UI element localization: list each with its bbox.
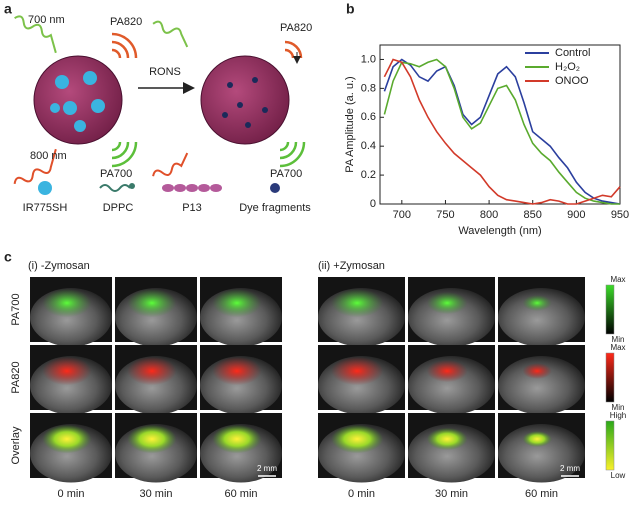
panel-a-art [13, 15, 306, 195]
colorbar-label: High [610, 411, 626, 420]
image-signal [426, 291, 468, 315]
colorbar-label: Low [611, 471, 626, 480]
image-signal [331, 424, 384, 454]
x-tick-label: 800 [480, 209, 498, 221]
image-signal [42, 424, 92, 454]
colorbar [605, 420, 615, 471]
scale-bar-label: 2 mm [257, 464, 277, 473]
row-label: PA820 [10, 361, 22, 393]
image-signal [42, 356, 92, 386]
image-signal [426, 427, 468, 451]
image-signal [212, 356, 262, 386]
time-label: 30 min [435, 488, 468, 500]
x-tick-label: 950 [611, 209, 629, 221]
image-signal [522, 294, 552, 312]
panel-label: a [4, 1, 12, 17]
legend-label: ONOO [555, 75, 589, 87]
y-tick-label: 0.6 [361, 111, 376, 123]
series-line [383, 58, 621, 205]
colorbar [605, 352, 615, 403]
image-signal [127, 288, 177, 318]
time-label: 60 min [224, 488, 257, 500]
image-signal [127, 356, 177, 386]
legend-label: Dye fragments [239, 202, 311, 214]
group-label: (i) -Zymosan [28, 260, 90, 272]
scale-bar-label: 2 mm [560, 464, 580, 473]
y-tick-label: 0.4 [361, 140, 376, 152]
image-tissue [498, 288, 585, 347]
x-tick-label: 900 [567, 209, 585, 221]
group-label: (ii) +Zymosan [318, 260, 385, 272]
x-tick-label: 850 [524, 209, 542, 221]
signal-label: PA820 [110, 16, 142, 28]
row-label: Overlay [10, 426, 22, 464]
signal-label: PA820 [280, 22, 312, 34]
colorbar-label: Min [612, 403, 625, 412]
image-signal [426, 359, 468, 383]
image-tissue [498, 356, 585, 415]
y-tick-label: 0.8 [361, 82, 376, 94]
image-signal [212, 288, 262, 318]
x-axis-label: Wavelength (nm) [458, 225, 541, 237]
panel-label: c [4, 249, 12, 265]
legend-label: DPPC [103, 202, 134, 214]
y-axis-label: PA Amplitude (a. u.) [344, 76, 356, 172]
colorbar-label: Max [610, 343, 625, 352]
time-label: 30 min [139, 488, 172, 500]
time-label: 60 min [525, 488, 558, 500]
x-tick-label: 700 [393, 209, 411, 221]
image-signal [331, 288, 384, 318]
legend-label: Control [555, 47, 590, 59]
plot-frame [379, 44, 621, 205]
image-signal [522, 362, 552, 380]
light-label: 700 nm [28, 14, 65, 26]
arrow-label: RONS [149, 66, 181, 78]
series-line [383, 58, 621, 205]
legend-label: P13 [182, 202, 202, 214]
light-label: 800 nm [30, 150, 67, 162]
colorbar [605, 284, 615, 335]
image-tissue [498, 424, 585, 483]
y-tick-label: 0 [370, 198, 376, 210]
time-label: 0 min [348, 488, 375, 500]
signal-label: PA700 [270, 168, 302, 180]
legend-label: H₂O₂ [555, 61, 580, 73]
image-signal [127, 424, 177, 454]
image-signal [331, 356, 384, 386]
row-label: PA700 [10, 293, 22, 325]
signal-label: PA700 [100, 168, 132, 180]
image-signal [522, 430, 552, 448]
y-tick-label: 1.0 [361, 53, 376, 65]
time-label: 0 min [58, 488, 85, 500]
x-tick-label: 750 [436, 209, 454, 221]
colorbar-label: Min [612, 335, 625, 344]
image-signal [212, 424, 262, 454]
series-line [383, 58, 620, 205]
colorbar-label: Max [610, 275, 625, 284]
legend-label: IR775SH [23, 202, 68, 214]
panel-label: b [346, 1, 355, 17]
image-signal [42, 288, 92, 318]
y-tick-label: 0.2 [361, 169, 376, 181]
